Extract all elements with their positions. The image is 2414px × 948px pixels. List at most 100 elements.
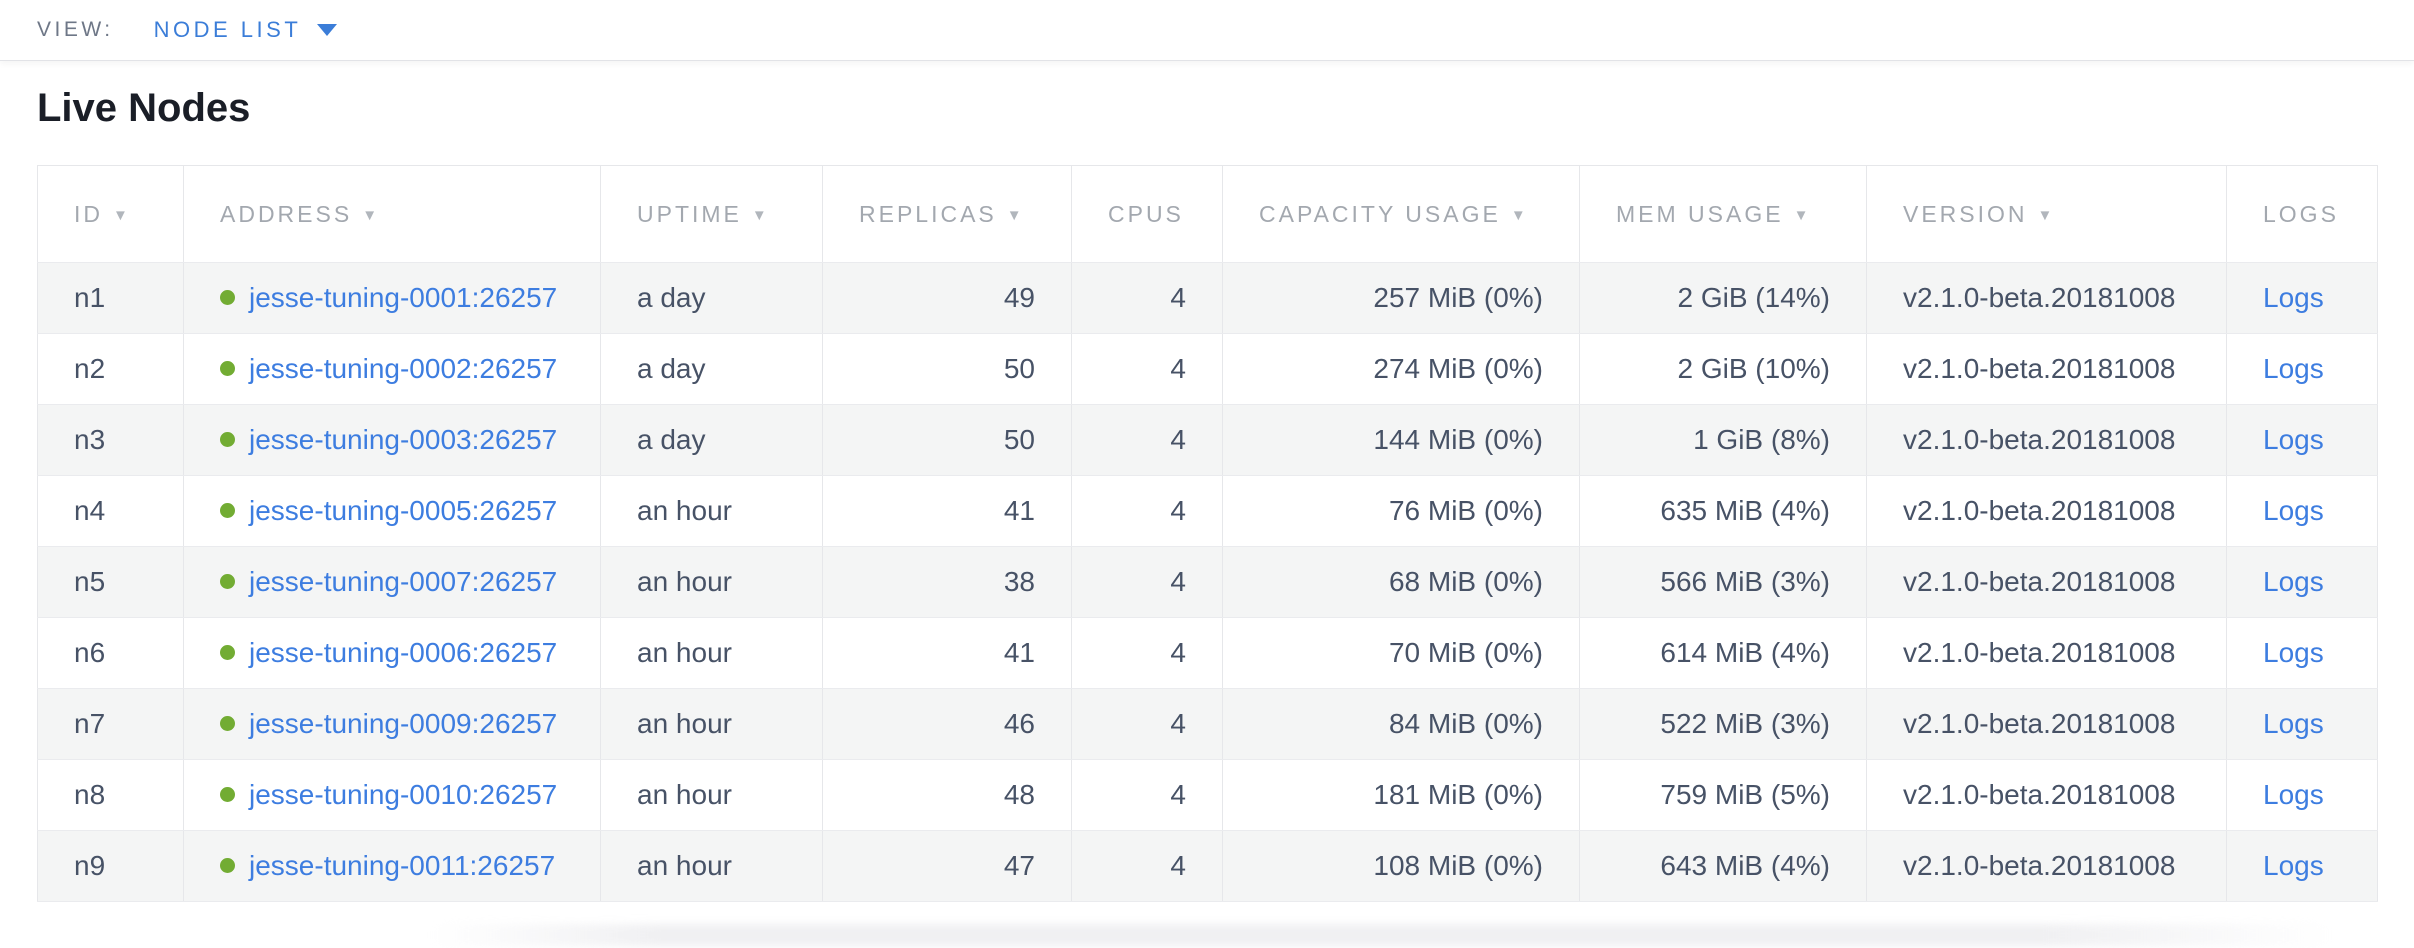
sort-caret-icon: ▼	[2037, 206, 2056, 224]
logs-link[interactable]: Logs	[2263, 495, 2324, 526]
node-address-link[interactable]: jesse-tuning-0007:26257	[249, 566, 558, 597]
node-capacity-value: 68 MiB (0%)	[1388, 566, 1543, 597]
node-capacity-cell: 144 MiB (0%)	[1222, 404, 1580, 476]
live-nodes-table-container: ID ▼ ADDRESS ▼ UPTIME ▼ REPLICAS ▼ CPUS CAPACITY …	[37, 165, 2378, 902]
node-cpus-cell: 4	[1071, 688, 1223, 760]
node-address-link[interactable]: jesse-tuning-0009:26257	[249, 708, 558, 739]
node-id-cell: n8	[37, 759, 184, 831]
node-cpus-cell: 4	[1071, 262, 1223, 334]
node-mem-cell: 759 MiB (5%)	[1579, 759, 1867, 831]
column-header-address[interactable]: ADDRESS ▼	[183, 165, 601, 263]
node-capacity-cell: 76 MiB (0%)	[1222, 475, 1580, 547]
node-replicas-cell: 48	[822, 759, 1072, 831]
table-row: n5 jesse-tuning-0007:26257 an hour 38 4 68 Mi…	[37, 546, 2378, 618]
logs-link[interactable]: Logs	[2263, 637, 2324, 668]
column-header-version[interactable]: VERSION ▼	[1866, 165, 2227, 263]
node-address-cell: jesse-tuning-0011:26257	[183, 830, 601, 902]
node-version-cell: v2.1.0-beta.20181008	[1866, 262, 2227, 334]
node-cpus-value: 4	[1170, 353, 1186, 384]
node-capacity-cell: 181 MiB (0%)	[1222, 759, 1580, 831]
node-capacity-value: 181 MiB (0%)	[1373, 779, 1543, 810]
node-replicas-cell: 50	[822, 333, 1072, 405]
node-version-value: v2.1.0-beta.20181008	[1903, 779, 2176, 810]
node-capacity-cell: 257 MiB (0%)	[1222, 262, 1580, 334]
node-uptime-cell: an hour	[600, 688, 823, 760]
node-status-healthy-icon	[220, 361, 235, 376]
column-header-capacity[interactable]: CAPACITY USAGE ▼	[1222, 165, 1580, 263]
chevron-down-icon	[317, 24, 338, 36]
node-id-value: n6	[74, 637, 106, 668]
table-row: n3 jesse-tuning-0003:26257 a day 50 4 144 MiB…	[37, 404, 2378, 476]
node-address-cell: jesse-tuning-0001:26257	[183, 262, 601, 334]
column-header-label: UPTIME	[637, 200, 742, 227]
node-version-value: v2.1.0-beta.20181008	[1903, 282, 2176, 313]
node-mem-value: 2 GiB (10%)	[1677, 353, 1831, 384]
logs-link[interactable]: Logs	[2263, 850, 2324, 881]
column-header-label: LOGS	[2263, 200, 2339, 227]
node-replicas-cell: 41	[822, 617, 1072, 689]
node-id-cell: n7	[37, 688, 184, 760]
view-dropdown-value: NODE LIST	[153, 17, 302, 42]
node-address-link[interactable]: jesse-tuning-0006:26257	[249, 637, 558, 668]
logs-link[interactable]: Logs	[2263, 708, 2324, 739]
node-replicas-value: 41	[1003, 495, 1035, 526]
node-version-value: v2.1.0-beta.20181008	[1903, 495, 2176, 526]
node-logs-cell: Logs	[2226, 546, 2378, 618]
column-header-uptime[interactable]: UPTIME ▼	[600, 165, 823, 263]
node-mem-value: 643 MiB (4%)	[1660, 850, 1830, 881]
node-replicas-value: 46	[1003, 708, 1035, 739]
node-address-cell: jesse-tuning-0002:26257	[183, 333, 601, 405]
node-uptime-value: an hour	[637, 850, 732, 881]
logs-link[interactable]: Logs	[2263, 282, 2324, 313]
node-address-link[interactable]: jesse-tuning-0003:26257	[249, 424, 558, 455]
node-logs-cell: Logs	[2226, 475, 2378, 547]
node-capacity-value: 257 MiB (0%)	[1373, 282, 1543, 313]
node-version-cell: v2.1.0-beta.20181008	[1866, 759, 2227, 831]
logs-link[interactable]: Logs	[2263, 779, 2324, 810]
node-mem-cell: 2 GiB (14%)	[1579, 262, 1867, 334]
node-address-link[interactable]: jesse-tuning-0002:26257	[249, 353, 558, 384]
node-address-link[interactable]: jesse-tuning-0011:26257	[249, 850, 556, 881]
node-mem-value: 759 MiB (5%)	[1660, 779, 1830, 810]
node-capacity-cell: 68 MiB (0%)	[1222, 546, 1580, 618]
view-selector-bar: VIEW: NODE LIST	[0, 0, 2414, 61]
node-replicas-value: 48	[1003, 779, 1035, 810]
logs-link[interactable]: Logs	[2263, 566, 2324, 597]
node-id-value: n3	[74, 424, 106, 455]
column-header-label: CAPACITY USAGE	[1259, 200, 1501, 227]
logs-link[interactable]: Logs	[2263, 424, 2324, 455]
sort-caret-icon: ▼	[113, 206, 131, 224]
node-logs-cell: Logs	[2226, 759, 2378, 831]
sort-caret-icon: ▼	[1006, 206, 1025, 224]
node-capacity-value: 274 MiB (0%)	[1373, 353, 1543, 384]
node-uptime-cell: an hour	[600, 475, 823, 547]
table-header-row: ID ▼ ADDRESS ▼ UPTIME ▼ REPLICAS ▼ CPUS CAPACITY …	[37, 165, 2378, 263]
node-version-cell: v2.1.0-beta.20181008	[1866, 546, 2227, 618]
node-replicas-cell: 50	[822, 404, 1072, 476]
column-header-replicas[interactable]: REPLICAS ▼	[822, 165, 1072, 263]
node-replicas-cell: 38	[822, 546, 1072, 618]
node-cpus-cell: 4	[1071, 546, 1223, 618]
logs-link[interactable]: Logs	[2263, 353, 2324, 384]
node-cpus-value: 4	[1170, 566, 1186, 597]
node-uptime-cell: an hour	[600, 546, 823, 618]
node-capacity-value: 76 MiB (0%)	[1388, 495, 1543, 526]
node-capacity-cell: 84 MiB (0%)	[1222, 688, 1580, 760]
node-logs-cell: Logs	[2226, 688, 2378, 760]
node-address-link[interactable]: jesse-tuning-0001:26257	[249, 282, 558, 313]
node-cpus-cell: 4	[1071, 404, 1223, 476]
column-header-mem[interactable]: MEM USAGE ▼	[1579, 165, 1867, 263]
node-address-link[interactable]: jesse-tuning-0010:26257	[249, 779, 558, 810]
column-header-cpus: CPUS	[1071, 165, 1223, 263]
node-id-cell: n2	[37, 333, 184, 405]
node-id-value: n1	[74, 282, 106, 313]
node-mem-value: 614 MiB (4%)	[1660, 637, 1830, 668]
node-cpus-value: 4	[1170, 779, 1186, 810]
column-header-id[interactable]: ID ▼	[37, 165, 184, 263]
node-cpus-cell: 4	[1071, 759, 1223, 831]
view-dropdown[interactable]: NODE LIST	[154, 17, 338, 43]
node-address-link[interactable]: jesse-tuning-0005:26257	[249, 495, 558, 526]
node-uptime-cell: a day	[600, 404, 823, 476]
node-version-cell: v2.1.0-beta.20181008	[1866, 404, 2227, 476]
page-title: Live Nodes	[37, 86, 251, 130]
